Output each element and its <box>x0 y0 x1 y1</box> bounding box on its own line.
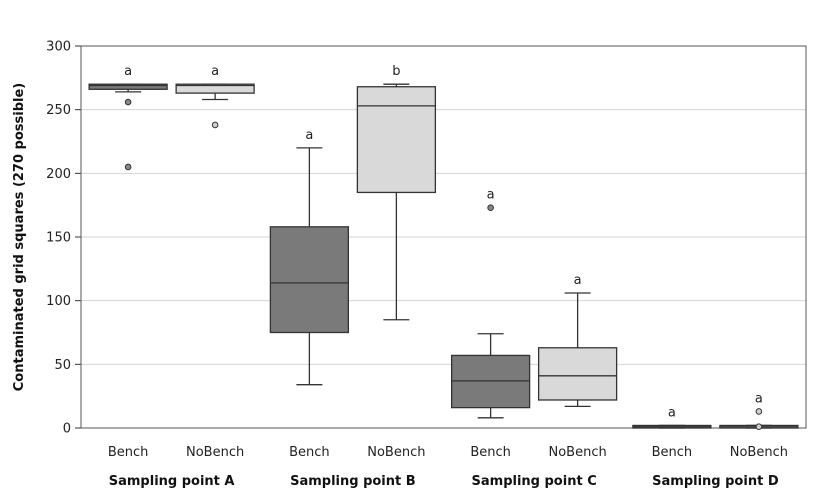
grid-lines <box>81 109 806 365</box>
y-tick-label-250: 250 <box>46 103 71 118</box>
box-3-bench <box>450 204 531 419</box>
box-3-nobench-iqr-box <box>537 347 618 401</box>
box-1-bench <box>88 83 168 171</box>
group-label-4: Sampling point D <box>652 474 779 489</box>
axes <box>75 45 807 429</box>
y-tick-label-200: 200 <box>46 167 71 182</box>
box-2-bench <box>269 147 350 386</box>
box-1-bench-outlier-1 <box>124 98 132 106</box>
box-3-bench-category-label: Bench <box>470 445 511 460</box>
box-2-nobench-sig-letter: b <box>392 64 400 79</box>
box-4-nobench-outlier-1 <box>755 408 763 415</box>
box-4-nobench-sig-letter: a <box>755 391 763 406</box>
plot-frame <box>80 45 807 429</box>
box-4-nobench-category-label: NoBench <box>730 445 788 460</box>
box-2-bench-sig-letter: a <box>305 128 313 143</box>
box-4-bench <box>632 424 712 429</box>
group-label-3: Sampling point C <box>472 474 597 489</box>
box-1-bench-sig-letter: a <box>124 64 132 79</box>
box-4-nobench-outlier-2 <box>755 423 763 431</box>
box-2-bench-category-label: Bench <box>289 445 330 460</box>
y-tick-label-300: 300 <box>46 40 71 55</box>
box-3-bench-sig-letter: a <box>487 188 495 203</box>
box-3-nobench-category-label: NoBench <box>549 445 607 460</box>
y-tick-label-50: 50 <box>54 358 71 373</box>
y-tick-label-100: 100 <box>46 294 71 309</box>
y-axis-label: Contaminated grid squares (270 possible) <box>12 83 27 391</box>
labels: 0 50 100 150 200 250 300 Contaminated grid squa… <box>12 40 788 490</box>
box-1-bench-category-label: Bench <box>108 445 149 460</box>
box-1-nobench <box>175 83 255 129</box>
box-3-nobench-sig-letter: a <box>574 273 582 288</box>
box-4-nobench <box>719 408 799 431</box>
box-1-bench-outlier-2 <box>124 163 132 171</box>
box-plots <box>88 83 799 431</box>
box-1-nobench-iqr-box <box>175 83 255 94</box>
box-2-nobench-iqr-box <box>356 86 437 194</box>
box-3-nobench <box>537 292 618 408</box>
box-4-bench-category-label: Bench <box>652 445 693 460</box>
box-2-nobench <box>356 83 437 321</box>
group-label-1: Sampling point A <box>109 474 235 489</box>
box-4-bench-sig-letter: a <box>668 405 676 420</box>
group-label-2: Sampling point B <box>290 474 416 489</box>
box-2-bench-iqr-box <box>269 226 350 334</box>
box-3-bench-outlier-1 <box>487 204 494 212</box>
y-tick-label-0: 0 <box>63 422 71 437</box>
box-1-nobench-outlier-1 <box>211 121 219 129</box>
y-tick-label-150: 150 <box>46 231 71 246</box>
box-1-nobench-sig-letter: a <box>211 64 219 79</box>
box-2-nobench-category-label: NoBench <box>367 445 425 460</box>
box-1-nobench-category-label: NoBench <box>186 445 244 460</box>
box-1-bench-iqr-box <box>88 83 168 90</box>
